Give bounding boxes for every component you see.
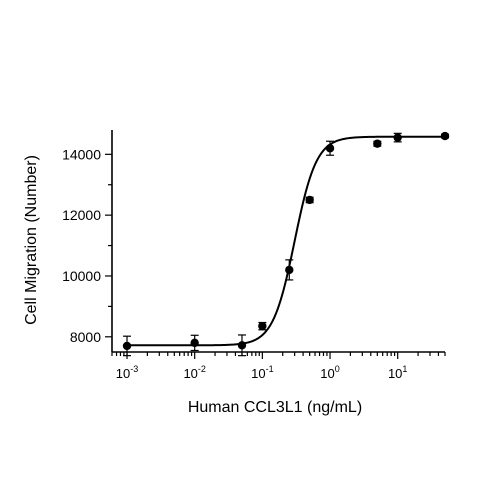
data-point (305, 195, 314, 205)
data-point-group (305, 195, 314, 205)
x-tick-label: 101 (388, 364, 407, 381)
data-point-group (122, 335, 132, 357)
data-point (393, 133, 402, 142)
data-point-group (325, 140, 335, 156)
data-point (258, 321, 267, 331)
data-point-group (373, 139, 382, 148)
data-point (373, 139, 382, 148)
x-tick-label: 10-1 (251, 364, 273, 381)
data-point (325, 144, 335, 153)
data-point-group (237, 334, 247, 357)
data-point-group (190, 334, 199, 352)
axes (111, 130, 445, 353)
data-point-group (258, 321, 267, 331)
data-point-group (440, 131, 450, 141)
x-tick-label: 10-3 (116, 364, 138, 381)
data-point (190, 338, 199, 348)
y-tick-label: 14000 (62, 146, 101, 162)
data-point-group (393, 132, 402, 143)
y-tick-label: 8000 (70, 329, 101, 345)
y-tick-label: 10000 (62, 268, 101, 284)
y-axis-label: Cell Migration (Number) (23, 155, 40, 325)
data-point (122, 341, 132, 351)
x-tick-label: 10-2 (183, 364, 205, 381)
y-ticks: 8000 10000 12000 14000 (62, 146, 112, 345)
fit-curve (127, 135, 445, 347)
y-tick-label: 12000 (62, 207, 101, 223)
data-point (440, 131, 450, 141)
data-point (237, 341, 247, 350)
data-point (285, 265, 294, 275)
data-point-group (285, 259, 294, 281)
x-axis-label: Human CCL3L1 (ng/mL) (188, 399, 362, 416)
data-points (122, 131, 450, 357)
x-tick-label: 100 (320, 364, 339, 381)
x-ticks: 10-3 10-2 10-1 100 101 (111, 352, 446, 381)
